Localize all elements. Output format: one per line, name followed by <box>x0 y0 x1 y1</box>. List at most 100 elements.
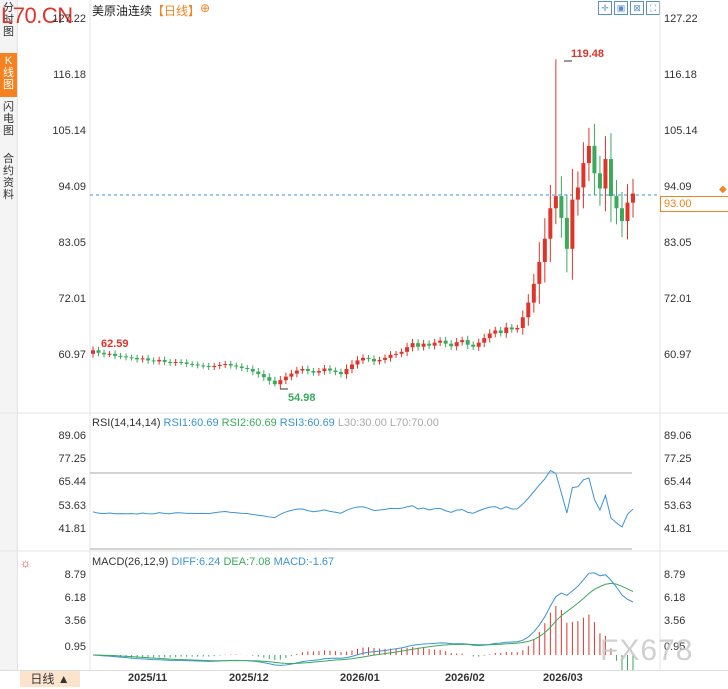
candle-body <box>383 357 388 360</box>
chart-canvas[interactable]: 119.48 54.98 62.59 89.06 89.06 77.25 77.25 6… <box>0 0 728 670</box>
rsi-axis-label: 65.44 <box>664 476 692 488</box>
price-axis-label: 116.18 <box>664 69 697 81</box>
candle-body <box>586 145 591 164</box>
circle-plus-icon[interactable]: ⊕ <box>200 1 211 15</box>
rsi-axis-label: 41.81 <box>58 523 86 535</box>
candle-body <box>498 330 503 334</box>
candle-body <box>405 347 410 352</box>
tab-time-chart-label: 分时图 <box>3 2 14 38</box>
candle-body <box>399 351 404 354</box>
tab-contract-info[interactable]: 合约资料 <box>0 151 17 215</box>
rsi-axis-label: 89.06 <box>58 430 86 442</box>
candle-body <box>603 159 608 189</box>
crosshair-icon[interactable]: ✛ <box>598 1 612 15</box>
period-tag: 【日线】 <box>152 4 201 18</box>
candlestick-series <box>91 59 635 389</box>
candle-body <box>570 199 575 249</box>
candle-body <box>487 333 492 339</box>
candle-body <box>118 355 123 357</box>
candle-body <box>173 361 178 363</box>
candle-body <box>344 369 349 375</box>
macd-value: MACD:-1.67 <box>273 556 335 568</box>
candle-body <box>256 371 261 375</box>
rsi-axis-label: 53.63 <box>58 500 86 512</box>
date-label: 2025/11 <box>128 672 168 684</box>
candle-body <box>245 368 250 370</box>
candle-body <box>421 343 426 347</box>
candle-body <box>228 363 233 366</box>
candle-body <box>614 196 619 209</box>
tab-contract-info-label: 合约资料 <box>3 153 14 201</box>
candle-body <box>592 145 597 174</box>
price-axis-label: 105.14 <box>52 125 86 137</box>
candle-body <box>427 343 432 346</box>
candle-body <box>322 368 327 372</box>
rsi-legend: RSI(14,14,14) RSI1:60.69 RSI2:60.69 RSI3… <box>92 417 439 429</box>
candle-body <box>190 363 195 365</box>
candle-body <box>625 202 630 221</box>
candle-body <box>289 373 294 377</box>
start-annotation: 62.59 <box>101 338 129 350</box>
candle-body <box>619 208 624 221</box>
price-axis-label: 72.01 <box>664 293 692 305</box>
candle-body <box>537 262 542 284</box>
rsi1-value: RSI1:60.69 <box>163 417 219 429</box>
candle-body <box>151 360 156 362</box>
tab-flash-chart[interactable]: 闪电图 <box>0 99 17 149</box>
candle-body <box>520 317 525 328</box>
high-annotation: 119.48 <box>571 48 604 60</box>
candle-body <box>631 193 635 203</box>
macd-axis-label: 8.79 <box>65 569 86 581</box>
candle-body <box>239 366 244 369</box>
macd-label: MACD(26,12,9) <box>92 556 169 568</box>
watermark-logo: FX678 <box>600 634 694 667</box>
sidebar <box>0 0 18 670</box>
rsi-axis-label: 89.06 <box>664 430 692 442</box>
candle-body <box>482 338 487 343</box>
candle-body <box>361 357 365 361</box>
expand-icon[interactable]: ⊠ <box>630 1 644 15</box>
rsi-axis-label: 77.25 <box>664 453 692 465</box>
layout-icon[interactable]: ▣ <box>614 1 628 15</box>
tab-k-line[interactable]: K线图 <box>0 53 17 97</box>
candle-body <box>515 327 520 330</box>
tab-time-chart[interactable]: 分时图 <box>0 0 17 52</box>
date-label: 2026/01 <box>340 672 380 684</box>
candle-body <box>333 370 338 373</box>
rsi-line <box>92 469 634 528</box>
macd-axis-label: 0.95 <box>664 641 685 653</box>
candle-body <box>338 372 343 375</box>
price-axis-label: 127.22 <box>52 13 86 25</box>
candle-body <box>140 358 145 360</box>
candle-body <box>305 369 310 372</box>
candle-body <box>438 340 443 343</box>
candle-body <box>278 380 283 385</box>
macd-axis-label: 6.18 <box>664 592 685 604</box>
period-selector-button[interactable]: 日线 ▲ <box>20 671 80 687</box>
candle-body <box>327 368 332 371</box>
gear-icon[interactable]: ☼ <box>20 556 31 570</box>
candle-body <box>206 365 211 368</box>
macd-diff: DIFF:6.24 <box>171 556 221 568</box>
candle-body <box>135 357 140 360</box>
candle-body <box>394 353 399 355</box>
symbol-code: L70.CN <box>1 3 73 28</box>
macd-legend: MACD(26,12,9) DIFF:6.24 DEA:7.08 MACD:-1… <box>92 556 334 568</box>
candle-body <box>388 354 393 358</box>
candle-body <box>542 238 547 263</box>
candle-body <box>113 353 118 356</box>
rsi-axis-label: 41.81 <box>664 523 692 535</box>
candle-body <box>465 340 470 345</box>
candle-body <box>460 340 465 343</box>
candle-body <box>504 327 509 334</box>
candle-body <box>355 360 360 365</box>
price-axis-label: 83.05 <box>664 237 692 249</box>
candle-body <box>91 350 95 354</box>
candle-body <box>443 340 448 344</box>
candle-body <box>372 358 377 362</box>
instrument-name: 美原油连续 <box>92 4 153 18</box>
candle-body <box>283 376 288 381</box>
tab-k-line-label: K线图 <box>3 55 14 91</box>
price-axis-label: 83.05 <box>58 237 86 249</box>
candle-body <box>564 217 569 249</box>
